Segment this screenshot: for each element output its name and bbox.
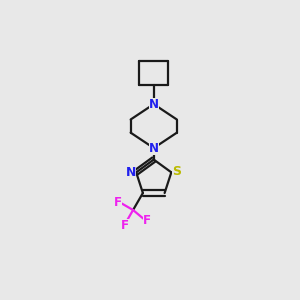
Text: F: F — [114, 196, 122, 209]
Text: F: F — [143, 214, 151, 227]
Text: F: F — [121, 219, 129, 232]
Text: S: S — [172, 165, 181, 178]
Text: N: N — [125, 166, 136, 179]
Text: N: N — [149, 142, 159, 154]
Text: N: N — [149, 98, 159, 111]
